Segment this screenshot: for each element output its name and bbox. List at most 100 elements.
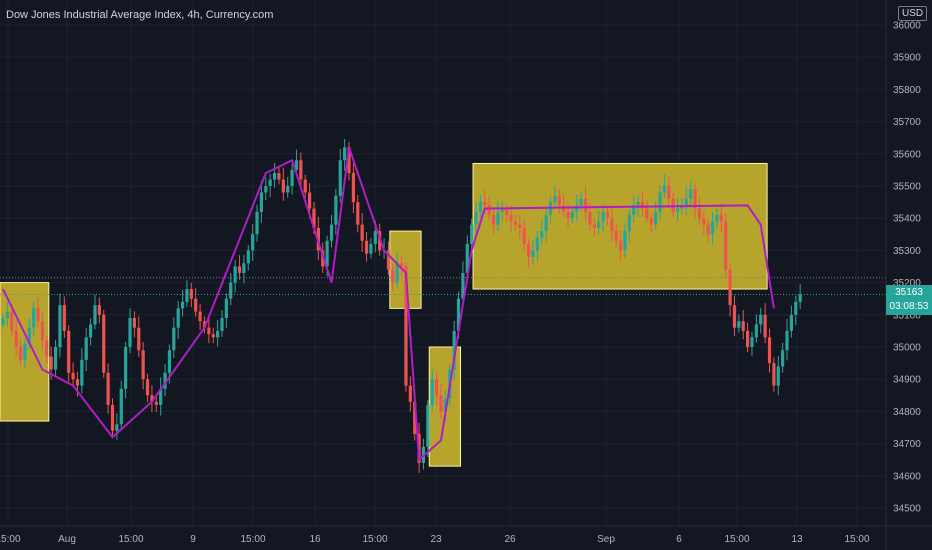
candle-body <box>334 195 338 225</box>
candle-body <box>211 334 215 338</box>
price-tick-label: 34500 <box>893 504 921 515</box>
candle-body <box>785 330 789 351</box>
candle-body <box>553 195 557 203</box>
candle-body <box>202 321 207 328</box>
candle-body <box>789 314 793 331</box>
candle-body <box>67 330 71 373</box>
candle-body <box>443 398 447 412</box>
price-tick-label: 34600 <box>893 471 921 482</box>
price-tick-label: 35500 <box>893 182 921 193</box>
candle-body <box>575 205 579 212</box>
candle-body <box>509 214 513 222</box>
time-tick-label: 16 <box>309 534 321 545</box>
candle-body <box>408 385 412 402</box>
candle-body <box>338 160 342 196</box>
candle-body <box>724 221 728 270</box>
price-tick-label: 34800 <box>893 407 921 418</box>
candle-body <box>246 250 250 264</box>
last-price-value: 35163 <box>895 287 923 298</box>
candle-body <box>89 324 93 338</box>
candle-body <box>746 330 750 347</box>
candle-body <box>119 388 123 425</box>
price-tick-label: 36000 <box>893 21 921 32</box>
candle-body <box>658 192 662 212</box>
zigzag-line <box>2 147 775 462</box>
candle-body <box>636 202 640 206</box>
candle-body <box>579 198 583 206</box>
candle-body <box>351 173 355 203</box>
candle-body <box>601 211 605 222</box>
time-tick-label: 15:00 <box>844 534 869 545</box>
candle-body <box>84 337 88 360</box>
time-tick-label: 13 <box>791 534 803 545</box>
candle-body <box>299 160 303 180</box>
candle-body <box>522 227 526 244</box>
candle-body <box>667 186 671 199</box>
candle-body <box>557 195 561 206</box>
candle-body <box>474 211 478 225</box>
candle-body <box>93 305 97 325</box>
candle-body <box>58 305 62 347</box>
candle-body <box>18 347 23 360</box>
candle-body <box>759 314 763 325</box>
candle-body <box>583 198 588 212</box>
candle-body <box>654 211 658 225</box>
candle-body <box>224 298 228 319</box>
candle-body <box>286 186 290 193</box>
candle-body <box>754 324 758 338</box>
candle-body <box>62 305 66 331</box>
chart-title: Dow Jones Industrial Average Index, 4h, … <box>6 9 274 21</box>
candle-body <box>45 340 49 357</box>
currency-button[interactable]: USD <box>898 6 928 21</box>
candle-body <box>702 218 706 225</box>
price-tick-label: 34900 <box>893 375 921 386</box>
time-tick-label: 6 <box>676 534 682 545</box>
candle-body <box>128 318 132 347</box>
price-tick-label: 35900 <box>893 53 921 64</box>
candle-body <box>483 202 487 206</box>
candle-body <box>294 160 299 170</box>
candle-body <box>706 224 710 235</box>
time-tick-label: 15:00 <box>118 534 143 545</box>
candle-body <box>544 214 548 232</box>
candle-body <box>728 269 732 306</box>
candle-body <box>632 205 636 215</box>
price-tick-label: 35400 <box>893 214 921 225</box>
candle-body <box>456 298 461 331</box>
candle-body <box>115 424 119 431</box>
candle-body <box>732 305 737 328</box>
candle-body <box>391 269 395 283</box>
candle-body <box>347 147 351 174</box>
candle-body <box>180 301 185 309</box>
candle-body <box>715 214 719 222</box>
candle-body <box>10 311 14 331</box>
candle-body <box>597 221 601 228</box>
price-tick-label: 35100 <box>893 310 921 321</box>
candle-body <box>102 314 106 373</box>
candle-body <box>172 327 176 351</box>
candle-body <box>378 231 382 251</box>
candle-body <box>570 211 574 219</box>
candle-body <box>640 202 645 209</box>
zone-box <box>472 162 768 290</box>
candle-body <box>198 311 202 322</box>
candle-body <box>49 356 53 370</box>
candle-body <box>281 179 285 193</box>
candle-body <box>737 321 741 328</box>
candle-body <box>137 327 141 351</box>
candle-body <box>395 263 399 283</box>
time-tick-label: 15:00 <box>724 534 749 545</box>
candle-body <box>32 308 36 328</box>
candle-body <box>369 243 373 254</box>
candle-body <box>763 314 767 338</box>
candle-body <box>75 379 80 386</box>
price-axis[interactable]: 34500 34600 34700 34800 34900 35000 35100 35200… <box>893 21 921 515</box>
candle-body <box>386 250 391 270</box>
candle-body <box>194 298 198 312</box>
candle-body <box>53 347 58 370</box>
time-axis[interactable]: 15:00 Aug 15:00 9 15:00 16 15:00 23 26 Sep 6 15:00 1… <box>0 534 870 545</box>
candle-body <box>623 231 627 251</box>
candle-body <box>662 186 666 193</box>
